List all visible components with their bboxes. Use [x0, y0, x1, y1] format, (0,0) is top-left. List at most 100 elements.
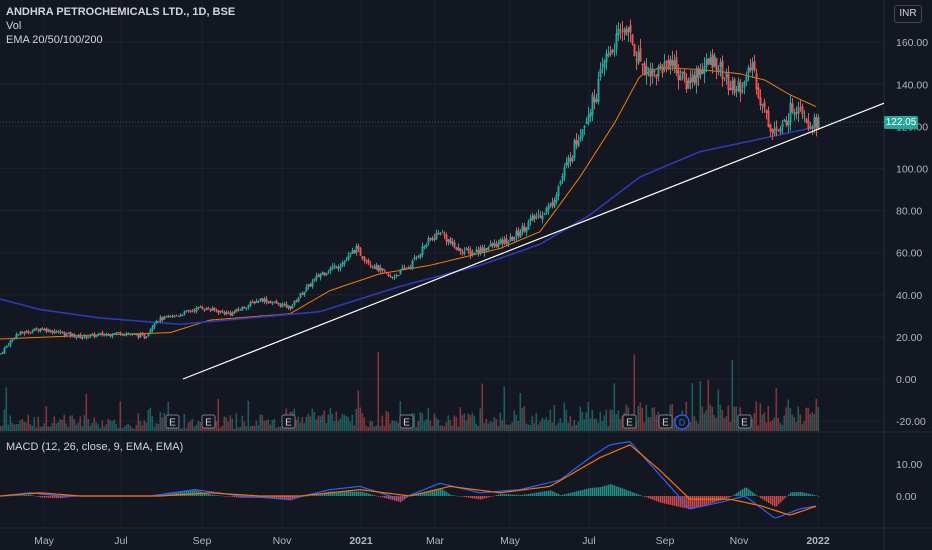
macd-histogram-bar: [580, 490, 582, 496]
candle-body: [701, 69, 704, 74]
candle-body: [189, 310, 192, 312]
macd-histogram-bar: [358, 491, 360, 496]
ema-legend[interactable]: EMA 20/50/100/200: [6, 34, 103, 46]
candle-body: [391, 276, 394, 278]
candle-body: [613, 50, 616, 52]
volume-bar: [199, 421, 202, 431]
macd-histogram-bar: [574, 491, 576, 496]
macd-histogram-bar: [642, 496, 644, 497]
candle-body: [23, 332, 26, 334]
macd-histogram-bar: [638, 494, 640, 496]
vol-legend[interactable]: Vol: [6, 20, 22, 32]
candle-body: [259, 298, 262, 301]
macd-histogram-bar: [340, 491, 342, 496]
candle-body: [693, 75, 696, 83]
macd-histogram-bar: [606, 485, 608, 496]
candle-body: [335, 266, 338, 269]
candle-body: [565, 162, 568, 167]
candle-body: [431, 238, 434, 240]
candle-body: [407, 267, 410, 269]
volume-bar: [103, 426, 106, 431]
macd-histogram-bar: [436, 489, 438, 496]
candle-body: [75, 336, 78, 339]
symbol-title[interactable]: ANDHRA PETROCHEMICALS LTD., 1D, BSE: [6, 6, 236, 18]
price-axis[interactable]: 160.00140.00120.00100.0080.0060.0040.002…: [896, 37, 928, 503]
volume-bar: [447, 415, 450, 431]
volume-bar: [467, 413, 470, 431]
event-markers[interactable]: E E E E E E ED: [165, 414, 752, 430]
candle-body: [791, 103, 794, 113]
volume-bar: [221, 425, 224, 431]
volume-bar: [379, 426, 382, 431]
macd-histogram-bar: [640, 495, 642, 496]
macd-histogram-bar: [368, 493, 370, 496]
dividend-marker-label: D: [679, 418, 686, 428]
volume-bar: [0, 426, 2, 431]
macd-histogram-bar: [794, 492, 796, 496]
volume-bar: [77, 422, 80, 431]
candle-body: [617, 28, 620, 36]
volume-bar: [9, 415, 12, 431]
volume-bar: [489, 421, 492, 431]
time-axis[interactable]: May Jul Sep Nov 2021 Mar May Jul Sep Nov 2022: [34, 535, 830, 547]
candle-body: [261, 298, 264, 302]
macd-histogram-bar: [510, 494, 512, 496]
candle-body: [21, 331, 24, 334]
candle-body: [281, 304, 284, 308]
candle-body: [257, 301, 260, 303]
macd-histogram-bar: [482, 496, 484, 500]
candle-body: [447, 239, 450, 243]
macd-histogram-bar: [600, 487, 602, 496]
volume-bar: [361, 412, 364, 431]
candle-body: [351, 250, 354, 254]
candle-body: [759, 96, 762, 106]
volume-bar: [789, 408, 792, 431]
macd-histogram-bar: [334, 491, 336, 496]
macd-histogram-bar: [546, 491, 548, 496]
candle-body: [739, 82, 742, 94]
candle-body: [501, 239, 504, 245]
volume-bar: [397, 423, 400, 431]
macd-legend[interactable]: MACD (12, 26, close, 9, EMA, EMA): [6, 441, 184, 453]
volume-bar: [475, 423, 478, 431]
candle-body: [409, 267, 412, 269]
candle-body: [247, 305, 250, 308]
macd-histogram-bar: [420, 492, 422, 496]
ema-slow-line: [0, 126, 817, 326]
candle-body: [241, 306, 244, 310]
candle-body: [609, 51, 612, 55]
macd-histogram-bar: [386, 496, 388, 499]
candle-body: [153, 323, 156, 328]
time-tick-label: Jul: [114, 535, 127, 547]
candle-body: [125, 333, 128, 335]
volume-bar: [233, 428, 236, 431]
macd-histogram-bar: [544, 491, 546, 496]
trendline[interactable]: [0, 102, 885, 380]
earnings-marker-box: [622, 414, 637, 429]
candle-body: [307, 283, 310, 287]
macd-histogram-bar: [604, 485, 606, 496]
volume-bar: [333, 420, 336, 431]
volume-bar: [161, 417, 164, 431]
candle-body: [273, 301, 276, 303]
currency-badge[interactable]: INR: [894, 5, 922, 23]
candle-body: [807, 120, 810, 130]
candle-body: [549, 204, 552, 207]
macd-histogram-bar: [602, 486, 604, 496]
volume-bar: [611, 409, 614, 431]
candle-body: [313, 278, 316, 281]
candle-body: [387, 274, 390, 277]
candle-body: [265, 298, 268, 303]
macd-histogram-bar: [800, 491, 802, 496]
volume-bar: [603, 415, 606, 431]
candle-body: [357, 245, 360, 249]
price-tick-label: 60.00: [896, 248, 922, 260]
candle-body: [135, 334, 138, 336]
volume-bar: [109, 420, 112, 431]
main-legend: ANDHRA PETROCHEMICALS LTD., 1D, BSE Vol …: [6, 5, 235, 47]
volume-bar: [637, 405, 640, 431]
volume-bar: [39, 426, 42, 431]
macd-histogram-bar: [12, 495, 14, 497]
candle-body: [441, 232, 444, 234]
macd-histogram-bar: [558, 494, 560, 496]
